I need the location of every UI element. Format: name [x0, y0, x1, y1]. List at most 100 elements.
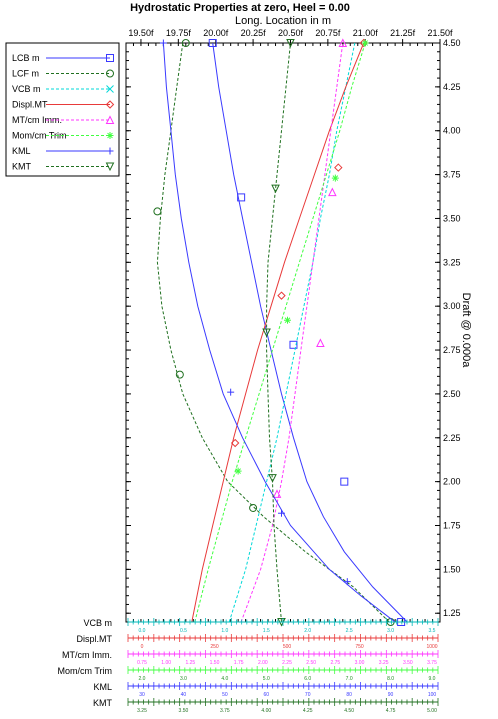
- marker-asterisk-stroke: [362, 40, 369, 46]
- series-4: [240, 38, 348, 623]
- data-point-marker: [338, 38, 348, 47]
- x-tick-label: 21.25f: [390, 28, 416, 38]
- data-point-marker: [283, 316, 291, 324]
- marker-triangle-up: [316, 338, 325, 348]
- marker-circle: [153, 207, 162, 216]
- data-point-marker: [105, 115, 115, 124]
- legend-label: MT/cm Imm.: [12, 115, 62, 125]
- marker-triangle-up: [338, 38, 348, 47]
- scale-tick-label: 3.25: [379, 660, 389, 666]
- legend-label: LCB m: [12, 53, 40, 63]
- scale-tick-label: 1.50: [210, 660, 220, 666]
- data-point-marker: [234, 467, 242, 475]
- series-line: [162, 42, 396, 623]
- data-point-marker: [271, 184, 280, 194]
- scale-tick-label: 3.00: [355, 660, 365, 666]
- data-point-marker: [289, 340, 298, 349]
- legend-label: KMT: [12, 162, 32, 172]
- x-tick-label: 20.75f: [315, 28, 341, 38]
- data-point-marker: [331, 174, 339, 182]
- marker-triangle-up: [105, 115, 115, 124]
- y-tick-label: 2.00: [443, 477, 461, 487]
- marker-square: [208, 39, 217, 47]
- y-tick-label: 1.50: [443, 564, 461, 574]
- series-line: [266, 42, 291, 623]
- scale-tick-label: 0.75: [137, 660, 147, 666]
- scale-tick-label: 0.5: [180, 628, 187, 634]
- data-point-marker: [272, 489, 282, 498]
- scale-tick-label: 3.75: [427, 660, 437, 666]
- legend-box: [5, 42, 120, 177]
- scale-tick-label: 30: [139, 692, 145, 698]
- scale-tick-label: 3.50: [403, 660, 413, 666]
- data-point-marker: [208, 39, 217, 47]
- marker-x-stroke: [106, 85, 114, 93]
- data-point-marker: [277, 291, 286, 300]
- data-point-marker: [316, 338, 325, 348]
- marker-circle: [249, 503, 258, 512]
- data-point-marker: [278, 509, 286, 517]
- scale-tick-label: 3.50: [179, 708, 189, 714]
- scale-tick-label: 3.75: [220, 708, 230, 714]
- marker-diamond: [230, 438, 240, 448]
- scale-tick-label: 500: [283, 644, 292, 650]
- series-2: [228, 42, 356, 623]
- data-point-marker: [343, 578, 351, 586]
- scale-tick-label: 9.0: [429, 676, 436, 682]
- y-tick-label: 3.00: [443, 301, 461, 311]
- scale-tick-label: 8.0: [387, 676, 394, 682]
- scale-tick-label: 60: [264, 692, 270, 698]
- data-point-marker: [105, 100, 115, 109]
- scale-name: MT/cm Imm.: [62, 650, 112, 660]
- data-point-marker: [106, 132, 114, 139]
- scale-tick-label: 6.0: [304, 676, 311, 682]
- chart-title: Hydrostatic Properties at zero, Heel = 0…: [130, 2, 350, 14]
- marker-circle: [181, 39, 190, 47]
- marker-asterisk-stroke: [284, 317, 291, 324]
- scale-tick-label: 4.50: [344, 708, 354, 714]
- data-point-marker: [175, 370, 184, 379]
- x-tick-label: 19.50f: [128, 28, 154, 38]
- scale-name: KML: [93, 682, 112, 692]
- y-tick-label: 4.25: [443, 82, 461, 92]
- data-point-marker: [230, 438, 240, 448]
- data-point-marker: [262, 328, 271, 338]
- data-point-marker: [181, 39, 190, 47]
- scale-tick-label: 5.0: [263, 676, 270, 682]
- scale-tick-label: 7.0: [346, 676, 353, 682]
- scale-tick-label: 1000: [426, 644, 437, 650]
- plot-frame: [125, 42, 441, 623]
- data-point-marker: [106, 54, 114, 62]
- x-axis-label: Long. Location in m: [235, 15, 331, 27]
- data-point-marker: [340, 477, 349, 486]
- series-0: [208, 39, 408, 626]
- scale-tick-label: 4.25: [303, 708, 313, 714]
- series-line: [156, 42, 390, 623]
- marker-diamond: [105, 100, 115, 109]
- y-tick-label: 3.25: [443, 257, 461, 267]
- marker-square: [106, 54, 114, 62]
- data-point-marker: [105, 162, 115, 172]
- scale-tick-label: 50: [222, 692, 228, 698]
- scale-tick-label: 3.0: [180, 676, 187, 682]
- scale-tick-label: 4.75: [386, 708, 396, 714]
- scale-tick-label: 0: [141, 644, 144, 650]
- series-line: [212, 42, 408, 623]
- scale-tick-label: 1.5: [263, 628, 270, 634]
- y-tick-label: 4.50: [443, 38, 461, 48]
- y-tick-label: 1.75: [443, 521, 461, 531]
- marker-asterisk-stroke: [107, 132, 113, 139]
- secondary-scales: VCB m 0.0 0.5 1.0 1.5 2.0 2.5 3.0 3.5 Displ.MT 0 25…: [58, 618, 439, 714]
- data-point-marker: [286, 39, 295, 48]
- scale-tick-label: 40: [181, 692, 187, 698]
- scale-tick-label: 5.00: [427, 708, 437, 714]
- scale-name: VCB m: [83, 618, 112, 628]
- data-point-marker: [334, 163, 343, 172]
- marker-square: [237, 193, 246, 202]
- data-point-marker: [237, 193, 246, 202]
- marker-triangle-down: [271, 184, 280, 194]
- scale-tick-label: 1.25: [185, 660, 195, 666]
- marker-asterisk-stroke: [235, 468, 241, 474]
- x-tick-label: 20.50f: [278, 28, 304, 38]
